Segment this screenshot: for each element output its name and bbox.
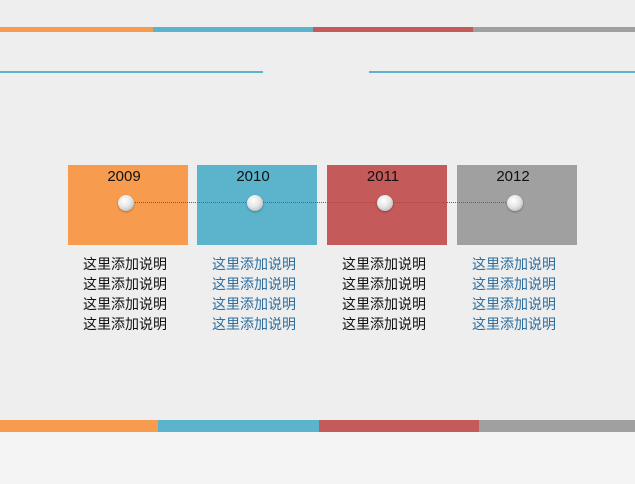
description: 这里添加说明 [83, 297, 167, 313]
bottom-band [479, 420, 635, 432]
year-label: 2011 [366, 168, 400, 185]
description: 这里添加说明 [472, 257, 556, 273]
description: 这里添加说明 [83, 317, 167, 333]
description: 这里添加说明 [212, 277, 296, 293]
top-band [313, 27, 473, 32]
description: 这里添加说明 [83, 257, 167, 273]
description: 这里添加说明 [342, 297, 426, 313]
description: 这里添加说明 [342, 277, 426, 293]
timeline-node [118, 195, 134, 211]
description: 这里添加说明 [212, 257, 296, 273]
description: 这里添加说明 [472, 317, 556, 333]
timeline-dots [125, 202, 518, 203]
bottom-area [0, 432, 635, 484]
description: 这里添加说明 [212, 317, 296, 333]
description: 这里添加说明 [472, 277, 556, 293]
description: 这里添加说明 [472, 297, 556, 313]
top-band [473, 27, 635, 32]
bottom-band [0, 420, 158, 432]
timeline-node [247, 195, 263, 211]
timeline-node [507, 195, 523, 211]
bottom-band [319, 420, 479, 432]
year-label: 2010 [236, 168, 270, 185]
top-band [0, 27, 153, 32]
description: 这里添加说明 [83, 277, 167, 293]
header-rule [0, 71, 263, 73]
year-label: 2009 [107, 168, 141, 185]
description: 这里添加说明 [212, 297, 296, 313]
year-label: 2012 [496, 168, 530, 185]
top-band [153, 27, 313, 32]
description: 这里添加说明 [342, 257, 426, 273]
description: 这里添加说明 [342, 317, 426, 333]
header-rule [369, 71, 635, 73]
bottom-band [158, 420, 319, 432]
timeline-node [377, 195, 393, 211]
